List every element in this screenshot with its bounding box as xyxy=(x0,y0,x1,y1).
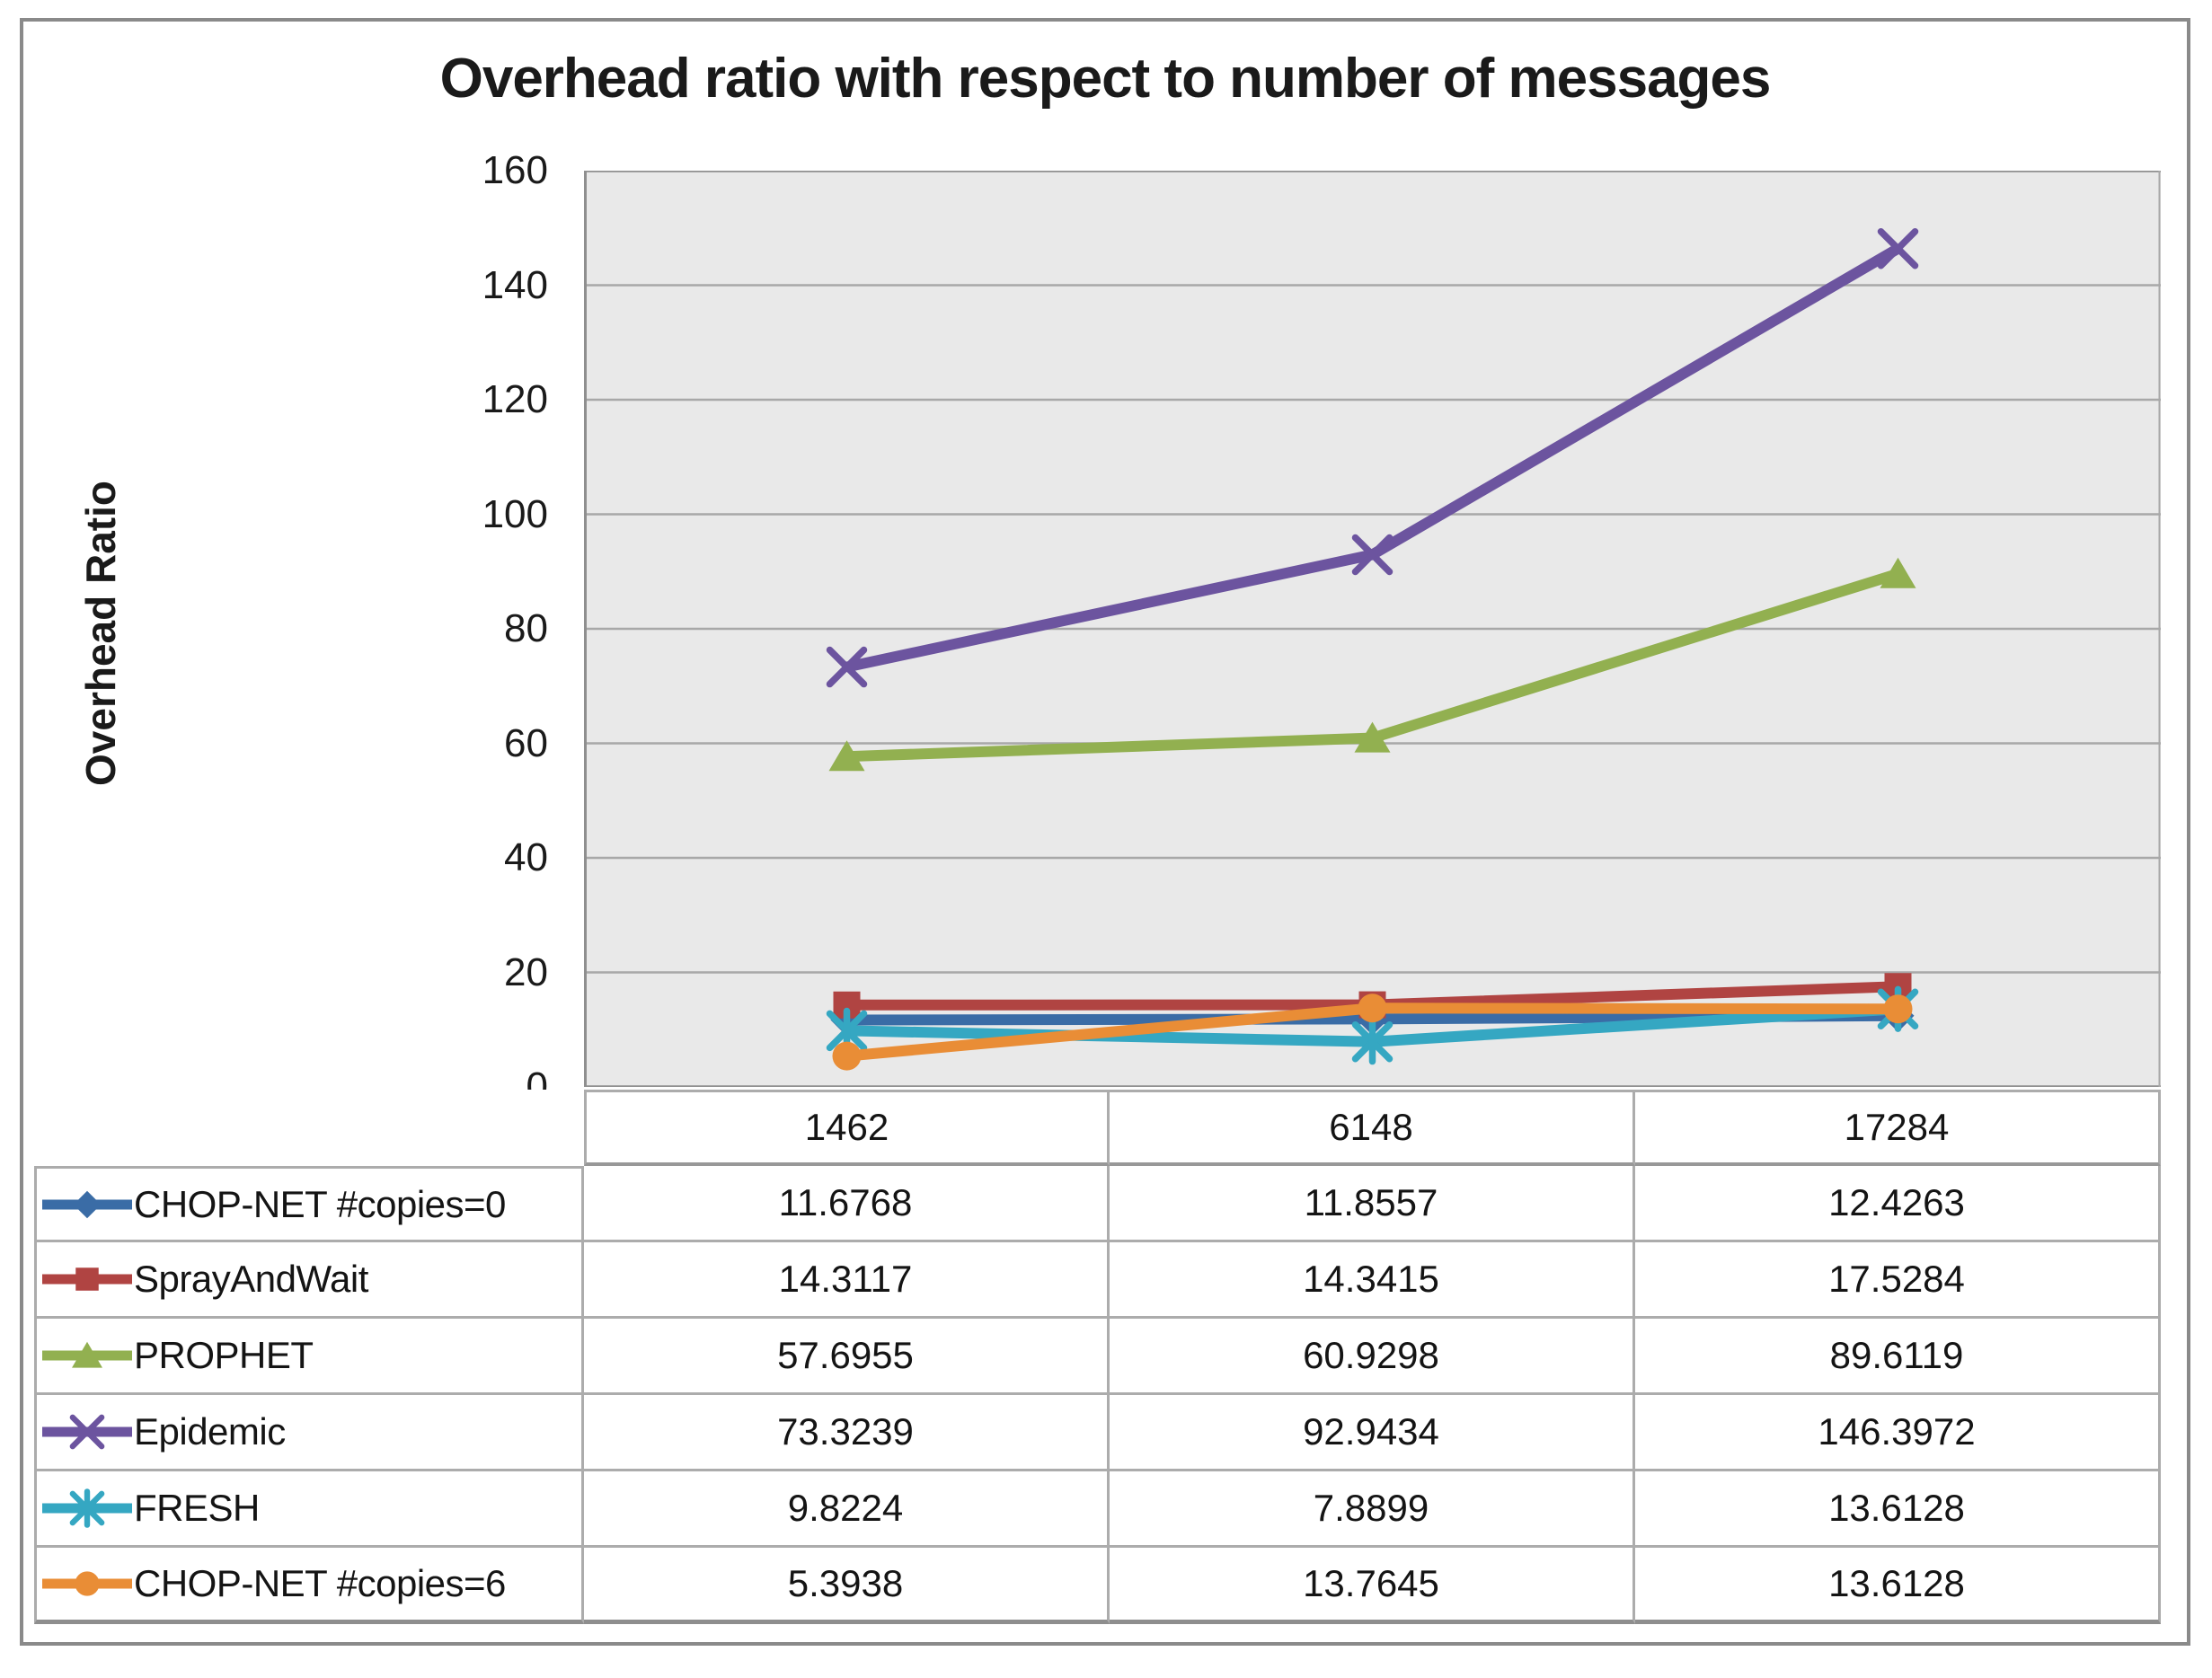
value-cell: 11.6768 xyxy=(584,1166,1110,1242)
series-prophet xyxy=(828,557,1916,772)
legend-label: CHOP-NET #copies=6 xyxy=(134,1562,506,1604)
series-epidemic xyxy=(826,227,1919,688)
y-tick-label: 160 xyxy=(482,148,548,192)
value-cell: 14.3415 xyxy=(1110,1242,1635,1319)
legend-label: FRESH xyxy=(134,1487,260,1529)
y-tick-labels: 0 20 40 60 80 100 120 140 160 xyxy=(288,0,548,1168)
diamond-marker-icon xyxy=(42,1190,132,1218)
value-cell: 12.4263 xyxy=(1635,1166,2161,1242)
y-axis-label: Overhead Ratio xyxy=(77,481,124,786)
value-cell: 5.3938 xyxy=(584,1548,1110,1624)
value-cell: 13.6128 xyxy=(1635,1548,2161,1624)
category-header: 6148 xyxy=(1110,1090,1635,1166)
category-header: 1462 xyxy=(584,1090,1110,1166)
legend-cell: SprayAndWait xyxy=(34,1242,584,1319)
value-cell: 7.8899 xyxy=(1110,1471,1635,1548)
value-cell: 14.3117 xyxy=(584,1242,1110,1319)
value-cell: 9.8224 xyxy=(584,1471,1110,1548)
data-table: 1462 6148 17284 CHOP-NET #copies=0 11.6768 11… xyxy=(34,1090,2161,1624)
value-cell: 17.5284 xyxy=(1635,1242,2161,1319)
y-tick-label: 100 xyxy=(482,491,548,536)
page-title: Overhead ratio with respect to number of… xyxy=(439,48,1772,110)
value-cell: 73.3239 xyxy=(584,1395,1110,1471)
legend-cell: Epidemic xyxy=(34,1395,584,1471)
legend-label: CHOP-NET #copies=0 xyxy=(134,1182,506,1225)
y-tick-label: 140 xyxy=(482,262,548,307)
chart-plot-area xyxy=(584,171,2161,1087)
circle-marker-icon xyxy=(42,1571,132,1596)
legend-cell: CHOP-NET #copies=0 xyxy=(34,1166,584,1242)
legend-label: Epidemic xyxy=(134,1410,286,1453)
series-chop-net-copies-6 xyxy=(832,994,1913,1071)
legend-cell: FRESH xyxy=(34,1471,584,1548)
legend-cell: CHOP-NET #copies=6 xyxy=(34,1548,584,1624)
value-cell: 146.3972 xyxy=(1635,1395,2161,1471)
legend-cell: PROPHET xyxy=(34,1319,584,1395)
asterisk-marker-icon xyxy=(42,1488,132,1528)
value-cell: 57.6955 xyxy=(584,1319,1110,1395)
x-marker-icon xyxy=(42,1414,132,1450)
series-fresh xyxy=(826,985,1919,1065)
y-tick-label: 40 xyxy=(504,835,548,879)
value-cell: 13.6128 xyxy=(1635,1471,2161,1548)
value-cell: 89.6119 xyxy=(1635,1319,2161,1395)
y-tick-label: 20 xyxy=(504,949,548,994)
y-tick-label: 60 xyxy=(504,720,548,765)
table-corner-blank xyxy=(34,1090,584,1166)
legend-label: PROPHET xyxy=(134,1334,314,1376)
value-cell: 60.9298 xyxy=(1110,1319,1635,1395)
legend-label: SprayAndWait xyxy=(134,1258,368,1300)
category-header: 17284 xyxy=(1635,1090,2161,1166)
y-tick-label: 120 xyxy=(482,377,548,421)
y-tick-label: 80 xyxy=(504,606,548,650)
value-cell: 13.7645 xyxy=(1110,1548,1635,1624)
triangle-marker-icon xyxy=(42,1341,132,1368)
value-cell: 11.8557 xyxy=(1110,1166,1635,1242)
square-marker-icon xyxy=(42,1267,132,1291)
value-cell: 92.9434 xyxy=(1110,1395,1635,1471)
